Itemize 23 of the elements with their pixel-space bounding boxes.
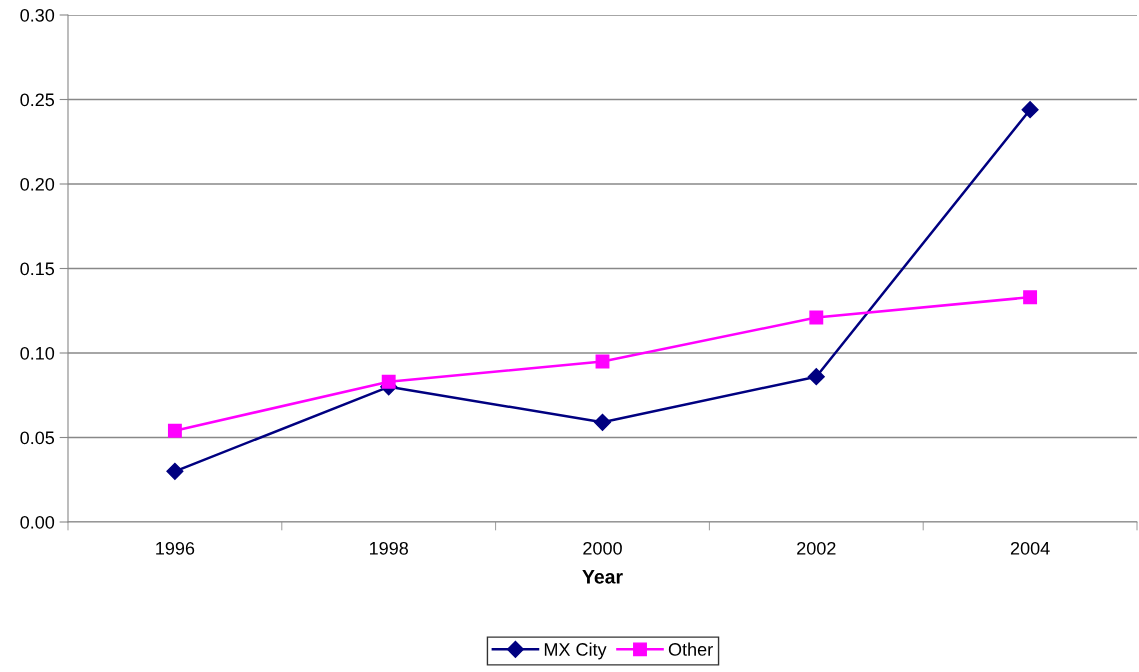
legend-label: MX City [544, 642, 607, 660]
x-tick-label: 1996 [156, 541, 195, 555]
x-tick-label: 2004 [1010, 541, 1050, 555]
y-tick-label: 0.25 [20, 93, 55, 107]
x-axis-title: Year [582, 570, 623, 584]
point [381, 374, 396, 389]
x-tick-label: 1998 [370, 541, 408, 555]
x-tick-label: 2000 [583, 541, 622, 555]
point [1023, 290, 1038, 305]
point [593, 413, 612, 431]
y-tick-label: 0.20 [20, 177, 55, 191]
point [807, 368, 825, 386]
y-tick-label: 0.15 [20, 262, 55, 276]
y-tick-label: 0.05 [20, 431, 55, 445]
point [167, 423, 182, 438]
y-tick-label: 0.30 [20, 8, 55, 22]
y-tick-label: 0.00 [20, 515, 55, 529]
legend-label: Other [668, 642, 713, 656]
x-tick-label: 2002 [797, 541, 836, 555]
point [809, 310, 824, 325]
point [166, 462, 184, 480]
y-tick-label: 0.10 [20, 346, 55, 360]
point [1021, 101, 1039, 119]
